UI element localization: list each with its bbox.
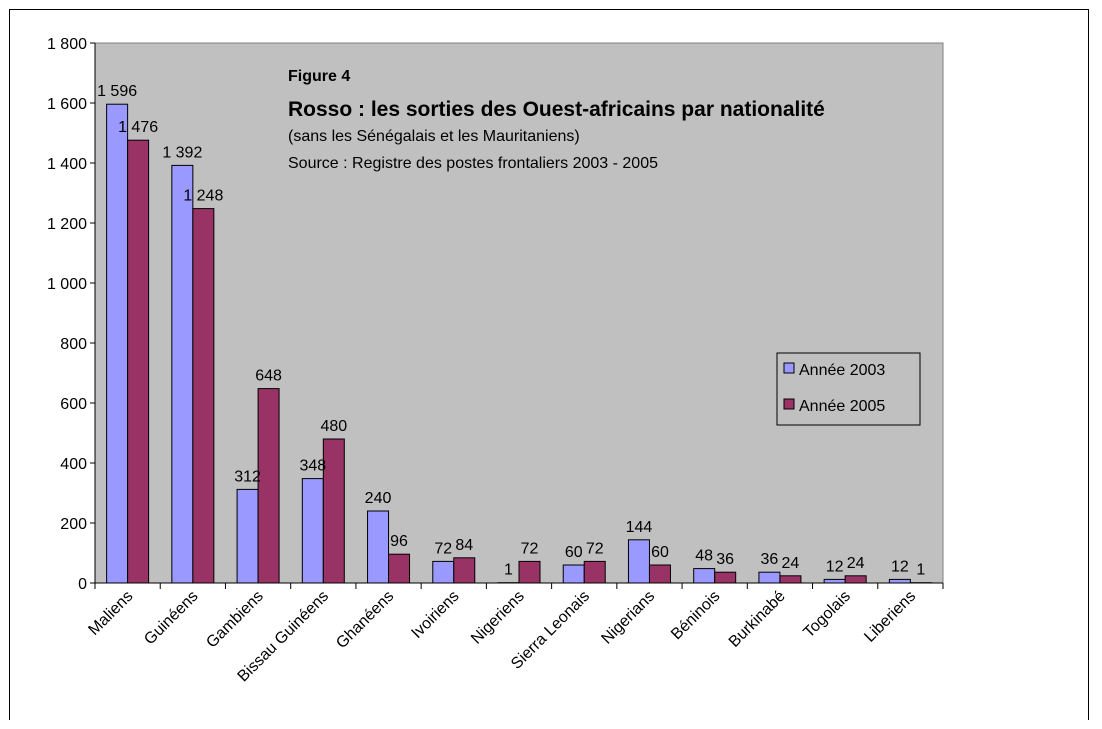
data-label-2003: 12 (891, 558, 909, 575)
bar-2003 (432, 560, 455, 584)
y-tick-label: 1 400 (47, 156, 87, 173)
y-tick-label: 0 (78, 576, 87, 593)
bar-2005 (844, 575, 867, 584)
title-block: Figure 4 Rosso : les sorties des Ouest-a… (288, 68, 825, 172)
data-label-2003: 60 (565, 544, 583, 561)
legend-box (776, 352, 921, 426)
bar-2003 (106, 103, 129, 584)
bar-2003 (627, 539, 650, 584)
bar-2003 (823, 578, 846, 584)
data-label-2003: 144 (626, 519, 653, 536)
y-tick-label: 400 (60, 456, 87, 473)
x-category-label: Gambiens (203, 588, 267, 652)
data-label-2005: 24 (782, 555, 800, 572)
legend: Année 2003 Année 2005 (776, 352, 921, 426)
plot-area (94, 42, 944, 584)
y-tick-label: 600 (60, 396, 87, 413)
y-tick-label: 800 (60, 336, 87, 353)
x-category-label: Togolais (800, 588, 854, 642)
bar-2003 (693, 568, 716, 584)
x-category-label: Béninois (668, 588, 723, 643)
legend-swatch-2003 (783, 362, 795, 374)
bar-2005 (779, 575, 802, 584)
data-label-2003: 48 (695, 548, 713, 565)
y-tick-label: 1 000 (47, 276, 87, 293)
bar-2005 (518, 560, 541, 584)
y-tick-label: 1 600 (47, 96, 87, 113)
data-label-2005: 1 248 (183, 188, 223, 205)
bar-2005 (257, 388, 280, 584)
data-label-2003: 348 (299, 458, 326, 475)
data-label-2003: 72 (434, 540, 452, 557)
y-tick-label: 200 (60, 516, 87, 533)
data-label-2005: 480 (320, 418, 347, 435)
data-label-2003: 1 392 (162, 144, 202, 161)
y-tick-label: 1 200 (47, 216, 87, 233)
x-category-label: Nigerians (598, 588, 658, 648)
data-label-2005: 72 (586, 540, 604, 557)
legend-swatch-2005 (783, 398, 795, 410)
bar-2003 (301, 478, 324, 584)
data-label-2005: 84 (455, 537, 473, 554)
chart-frame (9, 9, 1089, 720)
bar-2003 (888, 578, 911, 584)
data-label-2005: 36 (716, 551, 734, 568)
bar-2005 (192, 208, 215, 584)
chart-title: Rosso : les sorties des Ouest-africains … (288, 98, 825, 121)
y-tick-label: 1 800 (47, 36, 87, 53)
bar-2003 (236, 488, 259, 584)
legend-label-2005: Année 2005 (799, 398, 885, 415)
data-label-2005: 648 (255, 368, 282, 385)
figure-label: Figure 4 (288, 68, 350, 85)
data-label-2005: 24 (847, 555, 865, 572)
data-label-2005: 60 (651, 544, 669, 561)
y-axis: 0 200 400 600 800 1 000 1 200 1 400 1 600 1 800 (47, 36, 96, 593)
bar-2005 (648, 564, 671, 584)
x-category-label: Nigeriens (468, 588, 528, 648)
data-label-2003: 12 (826, 558, 844, 575)
bar-2003 (562, 564, 585, 584)
legend-label-2003: Année 2003 (799, 362, 885, 379)
x-category-label: Ghanéens (333, 588, 397, 652)
bar-2005 (453, 557, 476, 584)
data-label-2005: 1 (916, 562, 925, 579)
data-label-2003: 1 596 (97, 83, 137, 100)
bar-2005 (322, 438, 345, 584)
x-category-label: Burkinabé (726, 588, 789, 651)
subtitle-line-2: Source : Registre des postes frontaliers… (288, 155, 658, 172)
bar-2005 (127, 139, 150, 584)
data-label-2003: 1 (504, 562, 513, 579)
bar-2003 (171, 164, 194, 584)
data-label-2003: 240 (365, 490, 392, 507)
x-category-label: Guinéens (141, 588, 201, 648)
data-label-2005: 96 (390, 533, 408, 550)
x-category-label: Maliens (85, 588, 136, 639)
x-category-label: Liberiens (861, 588, 919, 646)
bar-2005 (583, 560, 606, 584)
bars-group (106, 103, 932, 584)
data-label-2003: 36 (761, 551, 779, 568)
bar-2005 (388, 553, 411, 584)
bar-2003 (758, 571, 781, 584)
data-label-2005: 1 476 (118, 119, 158, 136)
x-category-label: Ivoiriens (408, 588, 462, 642)
bar-2003 (367, 510, 390, 584)
data-label-2005: 72 (521, 540, 539, 557)
subtitle-line-1: (sans les Sénégalais et les Mauritaniens… (288, 128, 580, 145)
bar-2005 (714, 571, 737, 584)
data-label-2003: 312 (234, 468, 261, 485)
